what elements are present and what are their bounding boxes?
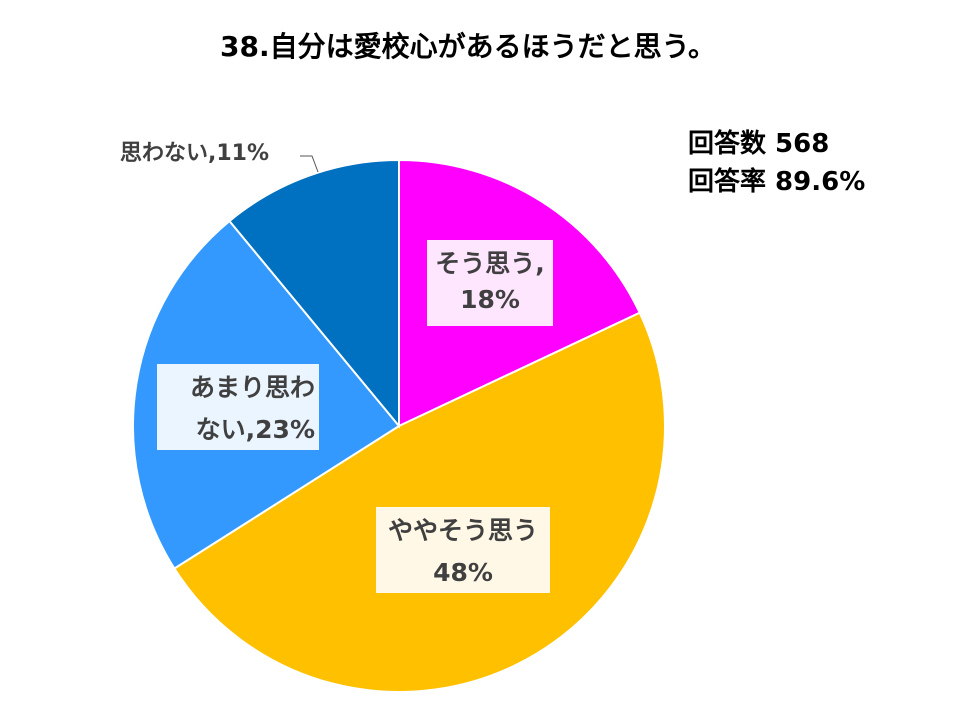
label-box-1 xyxy=(427,240,553,326)
slice-label-4-line-1: 思わない,11% xyxy=(120,141,269,166)
label-box-3 xyxy=(157,364,319,450)
slice-label-1-line-2: 18% xyxy=(460,285,520,314)
pie-slice-2 xyxy=(173,311,666,693)
pie-slice-4 xyxy=(228,158,400,429)
slice-label-2-line-1: ややそう思う xyxy=(388,516,538,545)
leader-line xyxy=(300,155,319,173)
slice-label-3-line-1: あまり思わ xyxy=(190,373,315,402)
label-box-2 xyxy=(376,507,550,593)
response-count: 回答数 568 xyxy=(688,128,829,159)
chart-title: 38.自分は愛校心があるほうだと思う。 xyxy=(220,30,716,63)
slice-label-3-line-2: ない,23% xyxy=(196,415,315,444)
slice-label-2-line-2: 48% xyxy=(433,558,493,587)
slice-label-1-line-1: そう思う, xyxy=(435,249,545,278)
response-rate: 回答率 89.6% xyxy=(688,166,865,197)
